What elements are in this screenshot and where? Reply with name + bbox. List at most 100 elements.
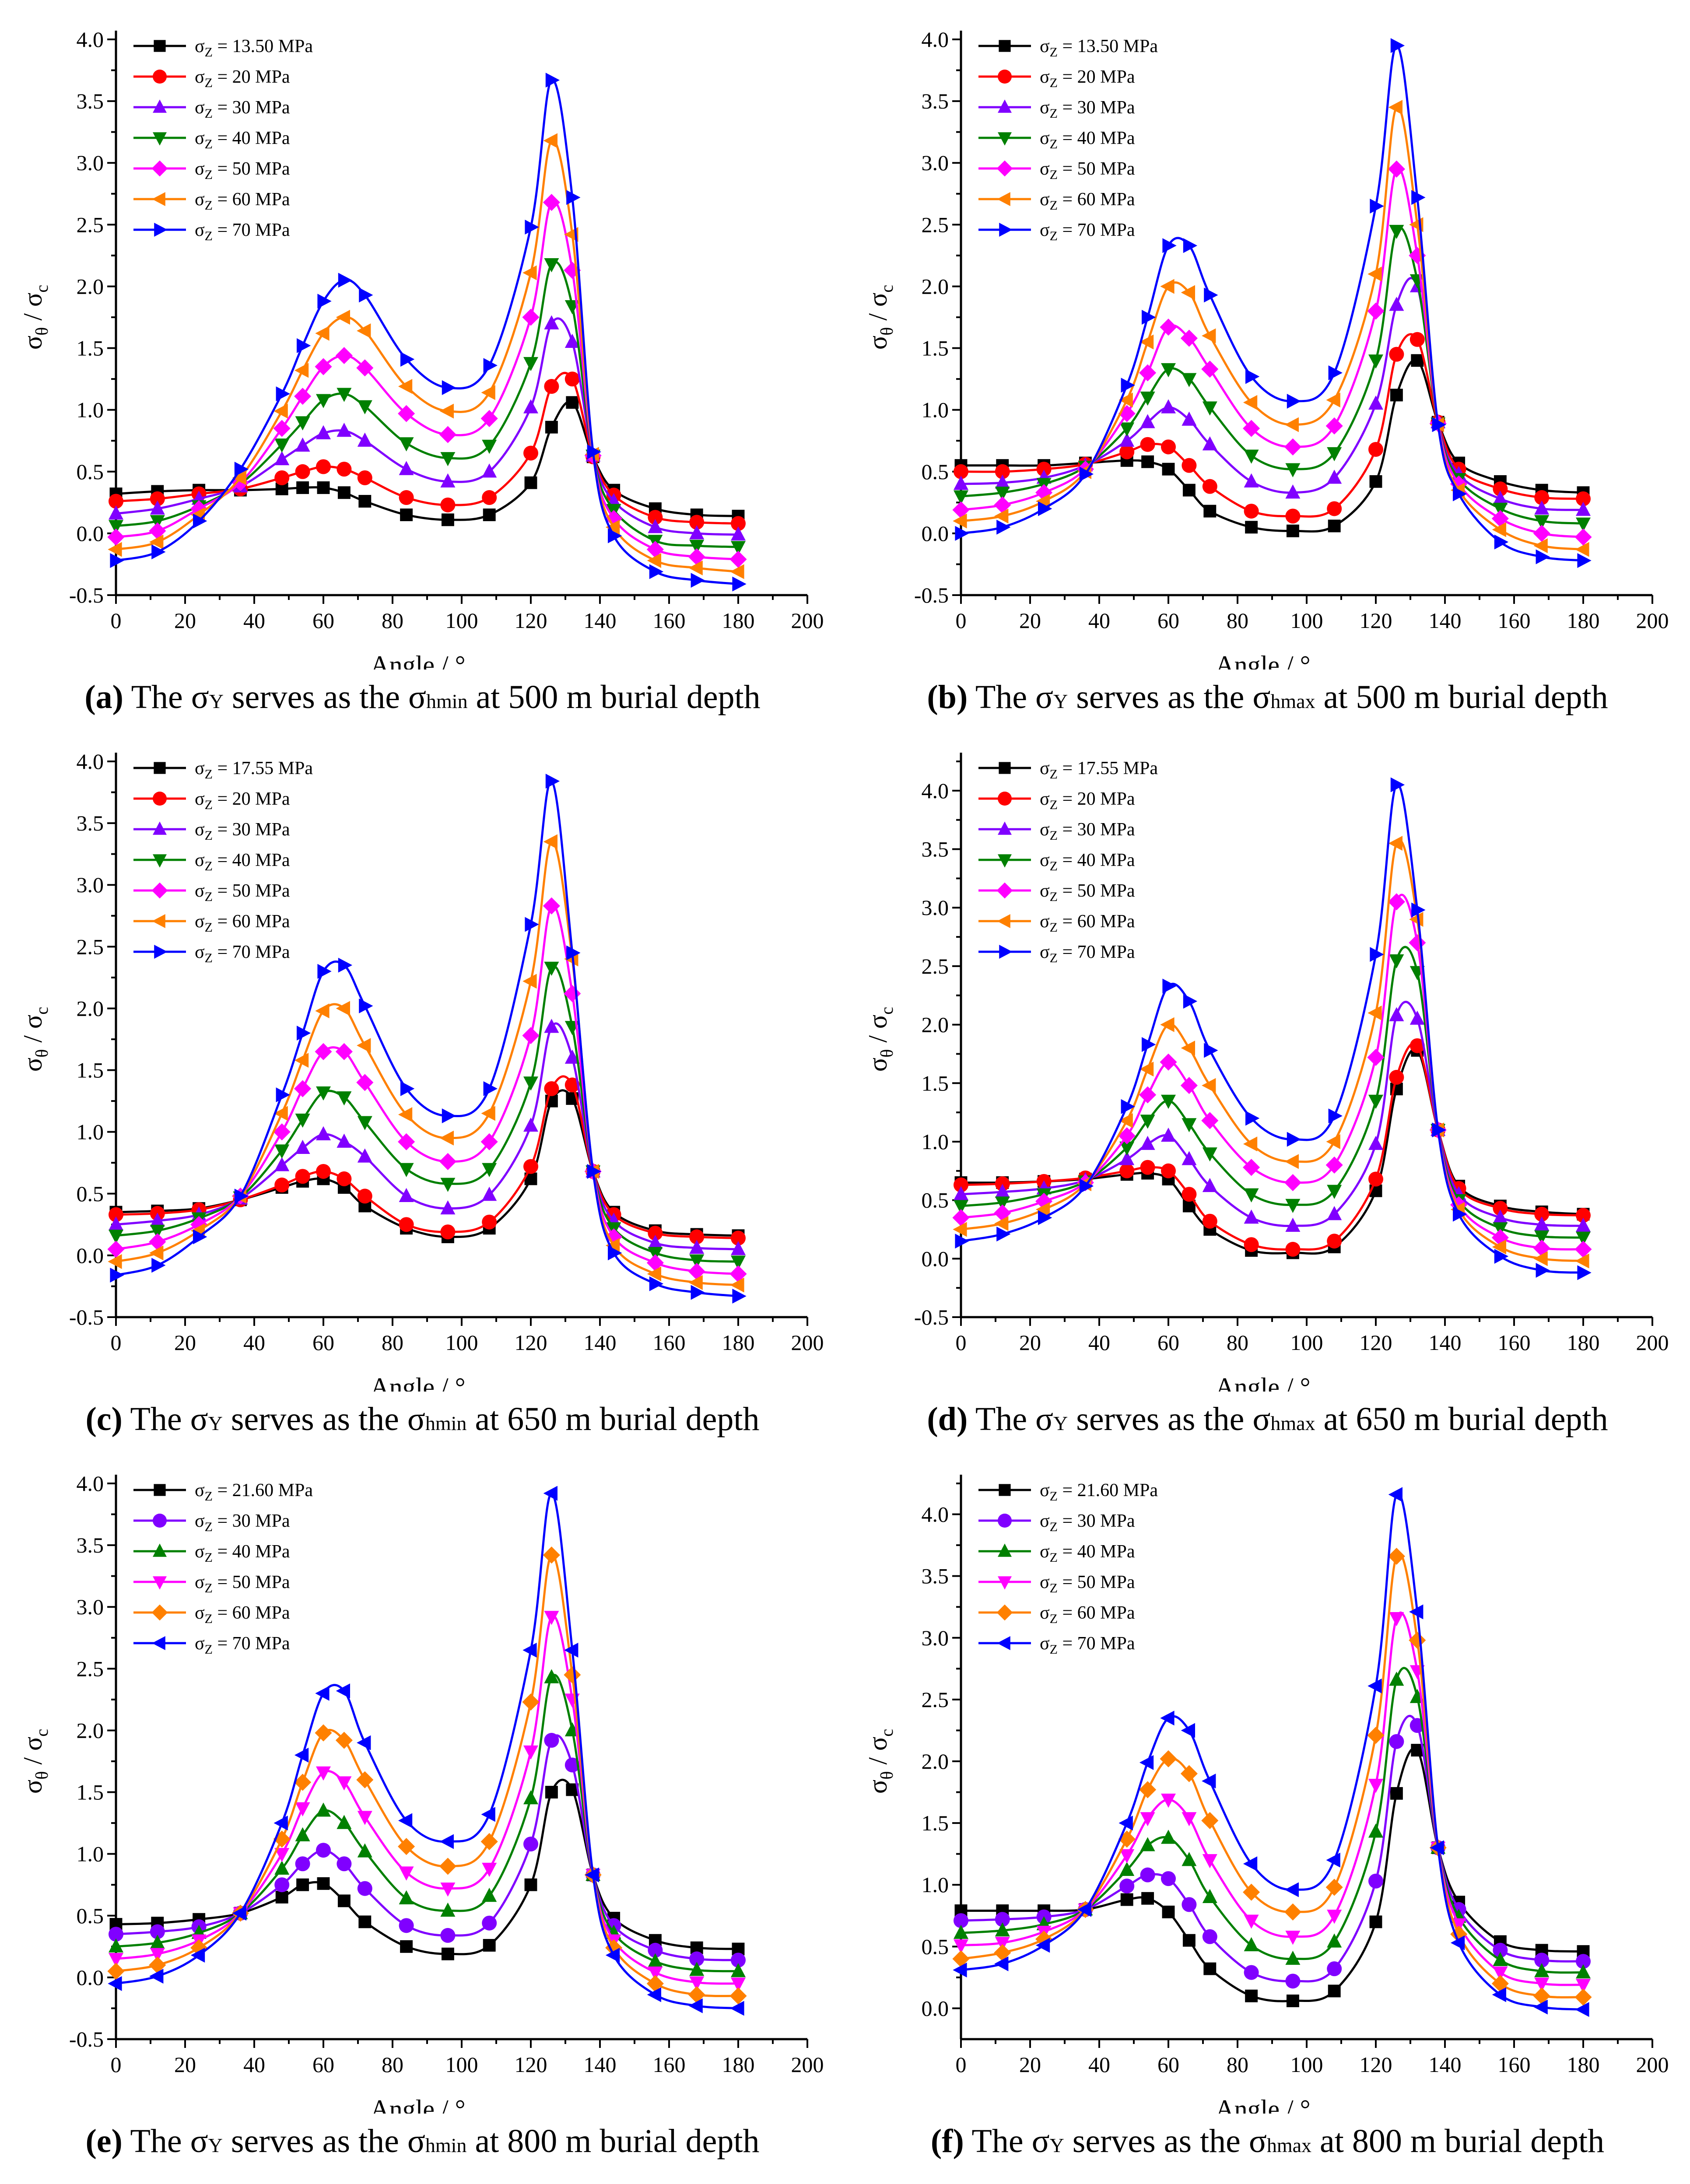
data-point — [357, 1038, 371, 1053]
data-point — [357, 323, 371, 339]
data-point — [954, 1939, 968, 1954]
y-tick-label: 0.5 — [77, 459, 104, 484]
data-point — [338, 957, 353, 973]
data-point — [315, 1686, 330, 1701]
caption-t2: serves as the σ — [1068, 1401, 1271, 1437]
data-point — [1243, 1136, 1258, 1152]
data-point — [295, 437, 310, 452]
data-point — [336, 1001, 350, 1016]
data-point — [1162, 978, 1177, 994]
y-tick-label: 1.0 — [922, 1129, 949, 1154]
y-tick-label: 2.5 — [922, 954, 949, 978]
data-point — [1327, 501, 1342, 516]
y-tick-label: 3.5 — [922, 837, 949, 862]
y-axis-label-part: / σ — [18, 293, 47, 327]
x-tick-label: 160 — [1498, 1330, 1531, 1355]
data-point — [357, 1116, 372, 1130]
figure-caption: (e) The σY serves as the σhmin at 800 m … — [0, 2122, 845, 2160]
data-point — [565, 1077, 580, 1093]
data-point — [1119, 1849, 1135, 1864]
legend-marker-icon — [998, 792, 1012, 806]
x-tick-label: 180 — [722, 1330, 755, 1355]
data-point — [952, 501, 970, 519]
data-point — [440, 473, 456, 487]
data-point — [399, 1890, 414, 1904]
data-point — [1285, 1974, 1301, 1989]
data-point — [689, 1254, 705, 1269]
data-point — [1202, 328, 1216, 344]
chart-e: 0 20 40 60 80 100 120 140 160 180 200 -0.5 0.0 0.5 1.0… — [18, 1471, 824, 2114]
series-5 — [953, 100, 1589, 557]
caption-t3: at 800 m burial depth — [466, 2123, 760, 2159]
data-point — [543, 1486, 557, 1501]
data-point — [315, 1724, 332, 1742]
legend-marker-icon — [998, 1576, 1012, 1590]
data-point — [109, 494, 123, 509]
data-point — [1576, 1231, 1591, 1246]
x-tick-label: 60 — [312, 1330, 334, 1355]
data-point — [1119, 432, 1135, 447]
x-tick-label: 60 — [312, 2052, 334, 2077]
legend-item: σZ = 20 MPa — [133, 789, 290, 812]
x-tick-label: 40 — [1088, 2052, 1110, 2077]
data-point — [1327, 1933, 1342, 1948]
caption-label: (f) — [930, 2123, 964, 2159]
data-point — [1368, 1823, 1383, 1838]
data-point — [648, 1234, 663, 1249]
data-point — [1119, 444, 1135, 459]
data-point — [1284, 1903, 1301, 1921]
data-point — [1368, 1779, 1383, 1793]
series-line — [116, 1734, 739, 1961]
data-point — [1244, 449, 1259, 464]
data-point — [399, 1163, 414, 1178]
data-point — [1203, 505, 1217, 518]
legend-item: σZ = 20 MPa — [978, 67, 1135, 90]
data-point — [731, 1241, 746, 1255]
data-point — [1245, 521, 1258, 534]
data-point — [399, 490, 414, 505]
data-point — [1121, 378, 1135, 393]
data-point — [483, 1939, 496, 1952]
data-point — [1162, 238, 1177, 253]
y-tick-label: 2.0 — [77, 996, 104, 1020]
data-point — [729, 550, 747, 568]
y-axis-label-part: σ — [863, 1058, 892, 1072]
data-point — [1492, 522, 1506, 537]
caption-s2: hmax — [1270, 690, 1315, 712]
x-tick-label: 120 — [1360, 608, 1392, 633]
data-point — [1119, 1879, 1135, 1894]
series-line — [961, 1747, 1584, 2002]
legend-item: σZ = 50 MPa — [133, 881, 290, 904]
data-point — [1161, 1830, 1176, 1844]
data-point — [1533, 525, 1550, 542]
data-point — [1369, 1915, 1382, 1928]
data-point — [439, 426, 456, 443]
data-point — [1410, 1010, 1425, 1025]
series-line — [116, 1022, 739, 1251]
legend-label: σZ = 30 MPa — [1040, 98, 1135, 121]
data-point — [336, 1683, 350, 1699]
legend-marker-icon — [998, 821, 1012, 835]
legend-marker-icon — [153, 99, 167, 113]
data-point — [481, 1807, 495, 1822]
x-tick-label: 180 — [1567, 1330, 1600, 1355]
caption-s1: Y — [1053, 690, 1068, 712]
data-point — [732, 1289, 747, 1304]
series-2 — [109, 1019, 746, 1255]
y-tick-label: 2.5 — [77, 1656, 104, 1681]
data-point — [995, 464, 1010, 479]
legend-label: σZ = 60 MPa — [195, 189, 290, 213]
data-point — [646, 1254, 664, 1272]
data-point — [1367, 302, 1385, 320]
data-point — [482, 1887, 497, 1902]
data-point — [110, 553, 124, 568]
y-axis-label-part: / σ — [863, 1737, 892, 1771]
data-point — [1119, 422, 1135, 437]
data-point — [337, 1815, 352, 1829]
legend-label: σZ = 17.55 MPa — [195, 758, 313, 782]
data-point — [234, 462, 249, 477]
x-tick-label: 160 — [1498, 608, 1531, 633]
series-line — [116, 317, 739, 536]
data-point — [1493, 481, 1508, 497]
y-tick-label: 3.0 — [77, 873, 104, 897]
